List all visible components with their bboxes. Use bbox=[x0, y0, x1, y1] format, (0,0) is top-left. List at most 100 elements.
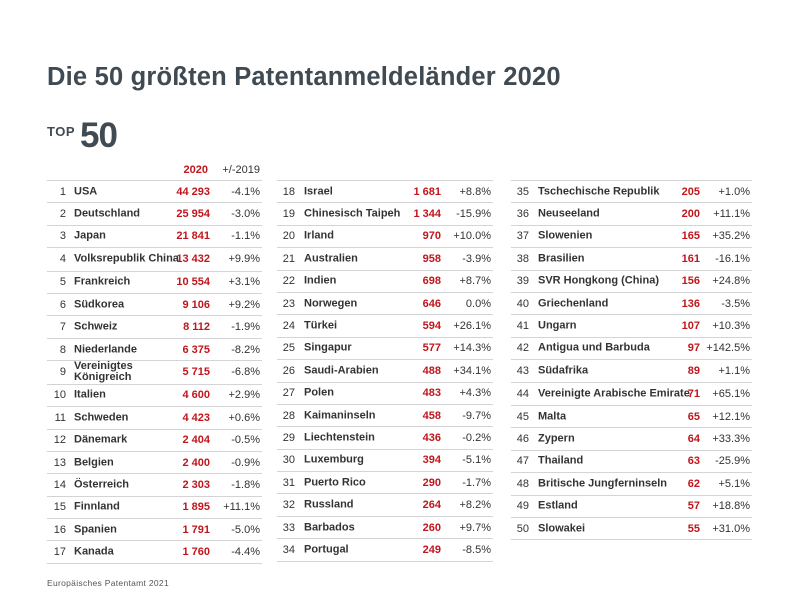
rank-cell: 9 bbox=[59, 366, 66, 379]
country-name: Israel bbox=[304, 185, 333, 198]
country-name: Liechtenstein bbox=[304, 431, 375, 444]
rank-cell: 22 bbox=[282, 275, 295, 288]
country-name: Brasilien bbox=[538, 252, 585, 265]
change-vs-2019: -1.1% bbox=[231, 230, 260, 243]
table-row: 34 Portugal 249 -8.5% bbox=[277, 539, 493, 562]
country-name: Chinesisch Taipeh bbox=[304, 207, 401, 220]
applications-2020: 71 bbox=[687, 387, 700, 400]
rank-cell: 14 bbox=[53, 478, 66, 491]
table-row: 4 Volksrepublik China 13 432 +9.9% bbox=[47, 248, 262, 272]
rank-cell: 18 bbox=[282, 185, 295, 198]
change-vs-2019: -15.9% bbox=[456, 208, 491, 221]
table-row: 20 Irland 970 +10.0% bbox=[277, 226, 493, 249]
rank-cell: 34 bbox=[282, 543, 295, 556]
applications-2020: 646 bbox=[422, 297, 441, 310]
table-row: 36 Neuseeland 200 +11.1% bbox=[511, 203, 752, 226]
table-row: 38 Brasilien 161 -16.1% bbox=[511, 248, 752, 271]
country-name: USA bbox=[74, 185, 98, 198]
change-vs-2019: +0.6% bbox=[228, 411, 261, 424]
country-name: Dänemark bbox=[74, 433, 128, 446]
country-name: Puerto Rico bbox=[304, 476, 366, 489]
applications-2020: 698 bbox=[422, 275, 441, 288]
country-name: Volksrepublik China bbox=[74, 252, 179, 265]
applications-2020: 458 bbox=[422, 409, 441, 422]
table-row: 8 Niederlande 6 375 -8.2% bbox=[47, 339, 262, 362]
applications-2020: 260 bbox=[422, 521, 441, 534]
change-vs-2019: -3.0% bbox=[231, 208, 260, 221]
country-name: Griechenland bbox=[538, 297, 609, 310]
change-vs-2019: +65.1% bbox=[712, 387, 750, 400]
country-name: Frankreich bbox=[74, 275, 131, 288]
rank-cell: 33 bbox=[282, 521, 295, 534]
change-vs-2019: -0.5% bbox=[231, 434, 260, 447]
applications-2020: 57 bbox=[687, 500, 700, 513]
table-column-2: 18 Israel 1 681 +8.8% 19 Chinesisch Taipeh 1 3… bbox=[277, 160, 493, 562]
table-row: 30 Luxemburg 394 -5.1% bbox=[277, 450, 493, 473]
table-row: 12 Dänemark 2 404 -0.5% bbox=[47, 430, 262, 452]
rank-cell: 1 bbox=[59, 185, 66, 198]
applications-2020: 2 303 bbox=[182, 478, 210, 491]
table-row: 50 Slowakei 55 +31.0% bbox=[511, 518, 752, 541]
change-vs-2019: +1.1% bbox=[718, 364, 751, 377]
applications-2020: 958 bbox=[422, 252, 441, 265]
change-vs-2019: -8.2% bbox=[231, 343, 260, 356]
table-row: 14 Österreich 2 303 -1.8% bbox=[47, 474, 262, 497]
table-row: 1 USA 44 293 -4.1% bbox=[47, 181, 262, 204]
applications-2020: 577 bbox=[422, 342, 441, 355]
change-vs-2019: 0.0% bbox=[465, 297, 491, 310]
country-name: Ungarn bbox=[538, 319, 577, 332]
applications-2020: 2 400 bbox=[182, 456, 210, 469]
table-row: 16 Spanien 1 791 -5.0% bbox=[47, 519, 262, 542]
applications-2020: 10 554 bbox=[176, 276, 210, 289]
change-vs-2019: +10.0% bbox=[453, 230, 491, 243]
footer-source: Europäisches Patentamt 2021 bbox=[47, 578, 169, 588]
country-name: Barbados bbox=[304, 521, 355, 534]
country-name: Thailand bbox=[538, 454, 584, 467]
country-name: Südafrika bbox=[538, 364, 589, 377]
change-vs-2019: +10.3% bbox=[712, 320, 750, 333]
rank-cell: 40 bbox=[516, 297, 529, 310]
change-vs-2019: -5.0% bbox=[231, 523, 260, 536]
table-row: 11 Schweden 4 423 +0.6% bbox=[47, 407, 262, 430]
rank-cell: 7 bbox=[59, 321, 66, 334]
ranking-rows: 35 Tschechische Republik 205 +1.0% 36 Neuseel… bbox=[511, 180, 752, 541]
change-vs-2019: -4.1% bbox=[231, 185, 260, 198]
country-name: Zypern bbox=[538, 432, 575, 445]
table-row: 27 Polen 483 +4.3% bbox=[277, 383, 493, 405]
rank-cell: 12 bbox=[53, 434, 66, 447]
country-name: Australien bbox=[304, 252, 358, 265]
change-vs-2019: +9.9% bbox=[228, 253, 261, 266]
rank-cell: 27 bbox=[282, 387, 295, 400]
applications-2020: 205 bbox=[681, 185, 700, 198]
country-name: Niederlande bbox=[74, 343, 137, 356]
country-name: Saudi-Arabien bbox=[304, 364, 379, 377]
country-name: Kanada bbox=[74, 545, 114, 558]
country-name: Polen bbox=[304, 386, 334, 399]
country-name: Vereinigte Arabische Emirate bbox=[538, 387, 690, 400]
rank-cell: 42 bbox=[516, 342, 529, 355]
country-name: SVR Hongkong (China) bbox=[538, 274, 659, 287]
applications-2020: 1 895 bbox=[182, 501, 210, 514]
country-name: Kaimaninseln bbox=[304, 409, 376, 422]
country-name: Spanien bbox=[74, 523, 117, 536]
change-vs-2019: +8.7% bbox=[459, 275, 492, 288]
change-vs-2019: -25.9% bbox=[715, 455, 750, 468]
change-vs-2019: -3.9% bbox=[462, 252, 491, 265]
change-vs-2019: -0.9% bbox=[231, 456, 260, 469]
table-row: 19 Chinesisch Taipeh 1 344 -15.9% bbox=[277, 203, 493, 226]
applications-2020: 1 344 bbox=[413, 208, 441, 221]
rank-cell: 38 bbox=[516, 252, 529, 265]
applications-2020: 1 681 bbox=[413, 185, 441, 198]
country-name: Russland bbox=[304, 498, 354, 511]
applications-2020: 970 bbox=[422, 230, 441, 243]
change-vs-2019: -1.9% bbox=[231, 321, 260, 334]
applications-2020: 4 600 bbox=[182, 389, 210, 402]
table-row: 28 Kaimaninseln 458 -9.7% bbox=[277, 405, 493, 428]
rank-cell: 37 bbox=[516, 230, 529, 243]
table-row: 42 Antigua und Barbuda 97 +142.5% bbox=[511, 338, 752, 361]
table-row: 7 Schweiz 8 112 -1.9% bbox=[47, 316, 262, 339]
applications-2020: 97 bbox=[687, 342, 700, 355]
table-row: 37 Slowenien 165 +35.2% bbox=[511, 226, 752, 249]
applications-2020: 55 bbox=[687, 522, 700, 535]
change-vs-2019: +34.1% bbox=[453, 364, 491, 377]
